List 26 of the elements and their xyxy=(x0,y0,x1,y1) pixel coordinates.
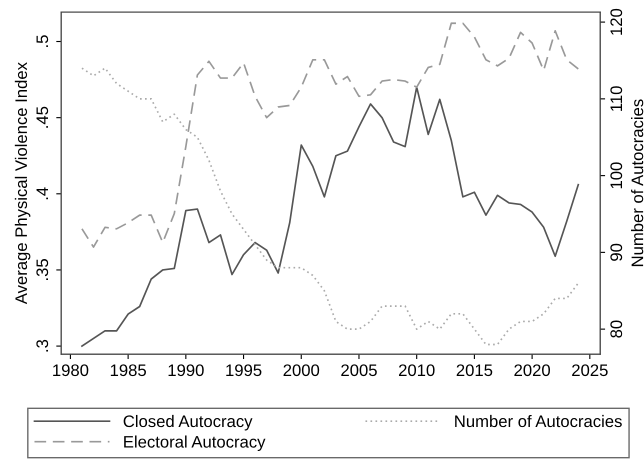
x-tick-label: 1980 xyxy=(53,364,88,376)
y2-tick-label: 100 xyxy=(610,162,622,188)
x-tick-label: 2005 xyxy=(341,364,377,376)
y-tick-label: .4 xyxy=(36,187,48,200)
legend-label: Electoral Autocracy xyxy=(124,435,266,451)
x-tick-label: 2025 xyxy=(572,364,608,376)
y2-tick-label: 120 xyxy=(610,8,622,35)
x-tick-label: 2020 xyxy=(514,364,550,376)
y2-tick-label: 80 xyxy=(610,320,622,338)
y2-tick-label: 90 xyxy=(610,244,622,261)
y-axis-title: Average Physical Violence Index xyxy=(14,62,30,304)
x-tick-label: 2015 xyxy=(456,364,492,376)
x-tick-label: 2010 xyxy=(398,364,435,376)
x-tick-label: 1995 xyxy=(226,364,262,376)
legend-label: Number of Autocracies xyxy=(455,414,622,428)
y-tick-label: .3 xyxy=(36,340,48,352)
x-tick-label: 1985 xyxy=(110,364,146,376)
y-tick-label: .5 xyxy=(36,35,48,47)
legend-label: Closed Autocracy xyxy=(124,414,252,430)
y2-tick-label: 110 xyxy=(610,86,622,111)
y-tick-label: .35 xyxy=(36,259,48,280)
x-tick-label: 2000 xyxy=(284,364,320,376)
x-tick-label: 1990 xyxy=(168,364,204,376)
y2-axis-title: Number of Autocracies xyxy=(631,99,644,266)
line-series xyxy=(81,22,580,248)
y-tick-label: .45 xyxy=(36,106,48,128)
